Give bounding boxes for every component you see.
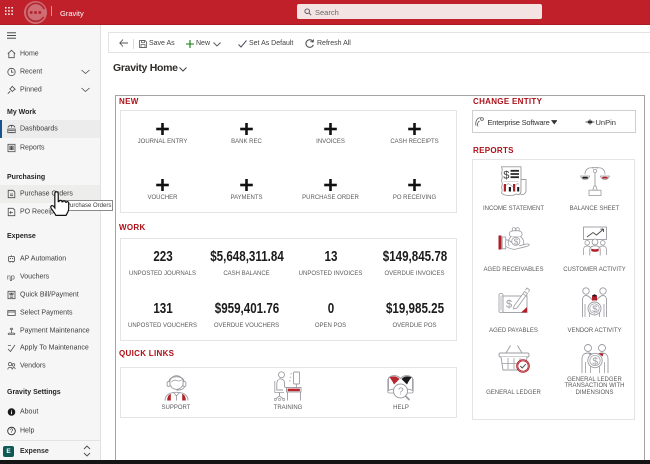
svg-text:$: $ — [592, 304, 598, 315]
svg-text:?: ? — [398, 386, 404, 397]
svg-text:?: ? — [10, 429, 14, 435]
svg-text:$: $ — [503, 169, 509, 181]
svg-text:$: $ — [592, 356, 598, 367]
svg-text:ɳp: ɳp — [7, 275, 15, 282]
svg-text:$: $ — [514, 237, 519, 246]
svg-text:$: $ — [506, 298, 512, 310]
